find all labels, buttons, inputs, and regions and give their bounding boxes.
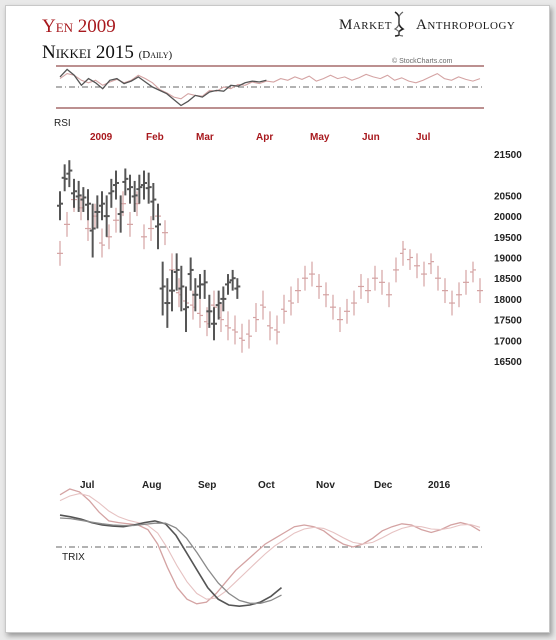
rsi-label: RSI bbox=[54, 118, 71, 129]
month-label-bottom-1: Aug bbox=[142, 480, 161, 491]
month-label-top-5: Jun bbox=[362, 132, 380, 143]
dna-helix-icon bbox=[393, 11, 405, 37]
trix-yen-line bbox=[59, 514, 283, 608]
chart-canvas: 2009 Feb Mar Apr May Jun Jul 21500 20500 20000 195… bbox=[56, 65, 522, 608]
chart-title-yen: Yen 2009 bbox=[42, 16, 116, 37]
trix-label: TRIX bbox=[62, 552, 85, 563]
trix-yen-signal-line bbox=[59, 517, 282, 604]
month-label-top-6: Jul bbox=[416, 132, 431, 143]
month-label-top-0: 2009 bbox=[90, 132, 113, 143]
month-label-bottom-0: Jul bbox=[80, 480, 95, 491]
month-label-bottom-4: Nov bbox=[316, 480, 335, 491]
chart-title-nikkei-main: Nikkei 2015 bbox=[42, 42, 134, 63]
month-label-top-1: Feb bbox=[146, 132, 164, 143]
month-label-top-3: Apr bbox=[256, 132, 273, 143]
chart-title-nikkei-sub: (Daily) bbox=[138, 49, 173, 61]
trix-nikkei-signal-line bbox=[59, 493, 481, 600]
trix-nikkei-line bbox=[59, 488, 481, 605]
y-tick-label-19000: 19000 bbox=[494, 254, 522, 265]
month-label-bottom-6: 2016 bbox=[428, 480, 451, 491]
y-tick-label-20500: 20500 bbox=[494, 191, 522, 202]
y-tick-label-17500: 17500 bbox=[494, 316, 522, 327]
y-tick-label-17000: 17000 bbox=[494, 336, 522, 347]
y-tick-label-18000: 18000 bbox=[494, 295, 522, 306]
brand-name: Market Anthropology bbox=[339, 17, 515, 34]
month-label-top-2: Mar bbox=[196, 132, 214, 143]
month-label-top-4: May bbox=[310, 132, 330, 143]
y-tick-label-21500: 21500 bbox=[494, 150, 522, 161]
y-tick-label-19500: 19500 bbox=[494, 233, 522, 244]
y-tick-label-18500: 18500 bbox=[494, 274, 522, 285]
y-tick-label-16500: 16500 bbox=[494, 357, 522, 368]
chart-title-nikkei: Nikkei 2015 (Daily) bbox=[42, 42, 172, 64]
y-tick-label-20000: 20000 bbox=[494, 212, 522, 223]
month-label-bottom-2: Sep bbox=[198, 480, 216, 491]
chart-frame: Yen 2009 Nikkei 2015 (Daily) Market Anthr… bbox=[5, 5, 550, 633]
month-label-bottom-3: Oct bbox=[258, 480, 275, 491]
brand-name-right: Anthropology bbox=[416, 17, 516, 33]
rsi-nikkei-line bbox=[59, 72, 481, 100]
month-label-bottom-5: Dec bbox=[374, 480, 393, 491]
brand-name-left: Market bbox=[339, 17, 393, 33]
stockcharts-credit: © StockCharts.com bbox=[392, 58, 453, 65]
rsi-yen-line bbox=[59, 68, 267, 107]
